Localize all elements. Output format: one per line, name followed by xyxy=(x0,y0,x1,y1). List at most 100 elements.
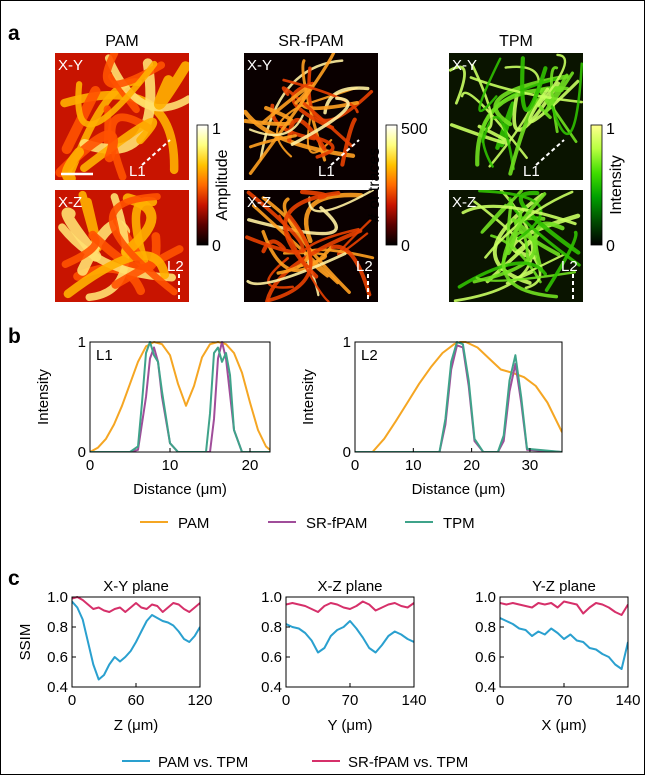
profile-label-l2: L2 xyxy=(561,258,578,275)
x-axis-label: Distance (μm) xyxy=(133,481,227,498)
x-tick-label: 10 xyxy=(405,457,422,474)
panel-c: c 0 60 120 0.4 0.6 0.8 1.0 Z (μm) SSIM X-Y plane 0 7… xyxy=(8,567,641,771)
x-tick-label: 20 xyxy=(463,457,480,474)
vessel xyxy=(282,197,351,294)
x-axis-label: Z (μm) xyxy=(114,717,158,734)
y-tick-label: 0.4 xyxy=(475,679,496,696)
legend-c: PAM vs. TPM SR-fPAM vs. TPM xyxy=(122,754,468,771)
x-axis-label: Y (μm) xyxy=(327,717,372,734)
vessel xyxy=(543,71,575,115)
vessel xyxy=(278,214,330,302)
plot-area xyxy=(90,341,270,452)
vessel xyxy=(480,190,523,234)
vessel xyxy=(518,190,581,255)
vessel xyxy=(471,63,493,130)
vessel xyxy=(281,86,353,148)
image-xz xyxy=(449,190,583,302)
chart-x-z-plane: 0 70 140 0.4 0.6 0.8 1.0 Y (μm) X-Z plane xyxy=(261,578,426,734)
image-column-pam: PAM X-Y L1 X-Z L2 1 0 Amplitude xyxy=(55,33,231,302)
x-tick-label: 120 xyxy=(187,692,212,709)
y-tick-label: 0 xyxy=(343,444,351,461)
x-tick-label: 140 xyxy=(615,692,640,709)
vessel xyxy=(249,134,297,149)
x-tick-label: 10 xyxy=(162,457,179,474)
image-xz xyxy=(55,190,189,302)
panel-label-a: a xyxy=(8,22,20,45)
x-tick-label: 60 xyxy=(128,692,145,709)
y-tick-label: 1 xyxy=(78,334,86,351)
series-line xyxy=(72,596,200,613)
plane-label: X-Z xyxy=(247,194,271,211)
colorbar-min: 0 xyxy=(212,238,221,255)
x-tick-label: 70 xyxy=(556,692,573,709)
legend-label: SR-fPAM vs. TPM xyxy=(348,754,468,771)
colorbar xyxy=(590,124,603,246)
plane-label: X-Z xyxy=(58,194,82,211)
y-tick-label: 0.6 xyxy=(261,649,282,666)
vessel xyxy=(109,193,178,296)
legend-item: SR-fPAM xyxy=(268,515,367,532)
vessel xyxy=(528,79,580,124)
vessel xyxy=(261,239,286,254)
chart-annotation: L1 xyxy=(96,347,113,364)
y-tick-label: 0.6 xyxy=(475,649,496,666)
vessel xyxy=(461,204,577,226)
profile-label-l1: L1 xyxy=(523,163,540,180)
y-tick-label: 0.8 xyxy=(475,619,496,636)
chart-x-y-plane: 0 60 120 0.4 0.6 0.8 1.0 Z (μm) SSIM X-Y plane xyxy=(17,578,213,734)
vessel xyxy=(549,66,559,134)
vessel xyxy=(533,221,565,273)
legend-item: PAM vs. TPM xyxy=(122,754,248,771)
vessel xyxy=(308,190,375,213)
vessel xyxy=(153,61,189,110)
vessel xyxy=(478,190,543,241)
vessel xyxy=(245,190,305,254)
x-tick-label: 0 xyxy=(68,692,76,709)
plane-label: X-Y xyxy=(247,57,272,74)
legend-label: SR-fPAM xyxy=(306,515,367,532)
y-tick-label: 0.8 xyxy=(47,619,68,636)
vessel xyxy=(248,114,304,137)
column-title: TPM xyxy=(499,33,533,50)
image-xz xyxy=(244,190,378,302)
vessel xyxy=(290,96,350,146)
colorbar-label: Intensity xyxy=(608,155,625,215)
profile-label-l2: L2 xyxy=(356,258,373,275)
legend-item: TPM xyxy=(405,515,475,532)
colorbar-max: 1 xyxy=(212,121,221,138)
chart-annotation: L2 xyxy=(361,347,378,364)
x-tick-label: 20 xyxy=(242,457,259,474)
vessel xyxy=(61,86,101,154)
vessel xyxy=(520,56,548,112)
plot-area xyxy=(500,600,628,670)
plot-area xyxy=(72,596,200,681)
vessel xyxy=(265,228,363,302)
vessel xyxy=(340,117,357,167)
axes-frame xyxy=(89,341,271,453)
y-tick-label: 0.6 xyxy=(47,649,68,666)
colorbar-label: # of traces xyxy=(366,148,383,223)
y-axis-label: Intensity xyxy=(35,369,52,425)
vessel xyxy=(330,244,372,297)
vessel xyxy=(544,230,578,292)
chart-y-z-plane: 0 70 140 0.4 0.6 0.8 1.0 X (μm) Y-Z plane xyxy=(475,578,640,734)
series-line xyxy=(355,341,562,452)
colorbar xyxy=(385,124,398,246)
x-axis-label: X (μm) xyxy=(541,717,586,734)
x-tick-label: 30 xyxy=(522,457,539,474)
vessel xyxy=(505,253,565,285)
legend-item: PAM xyxy=(140,515,209,532)
x-tick-label: 0 xyxy=(351,457,359,474)
series-line xyxy=(72,600,200,681)
profile-line-l1 xyxy=(535,139,565,166)
y-tick-label: 1.0 xyxy=(47,589,68,606)
chart-l1: 0 10 20 0 1 Distance (μm) Intensity L1 xyxy=(35,334,271,498)
image-xy xyxy=(55,53,189,180)
vessel xyxy=(495,101,515,150)
y-tick-label: 1 xyxy=(343,334,351,351)
profile-label-l1: L1 xyxy=(318,163,335,180)
series-line xyxy=(90,341,270,452)
legend-label: PAM xyxy=(178,515,209,532)
